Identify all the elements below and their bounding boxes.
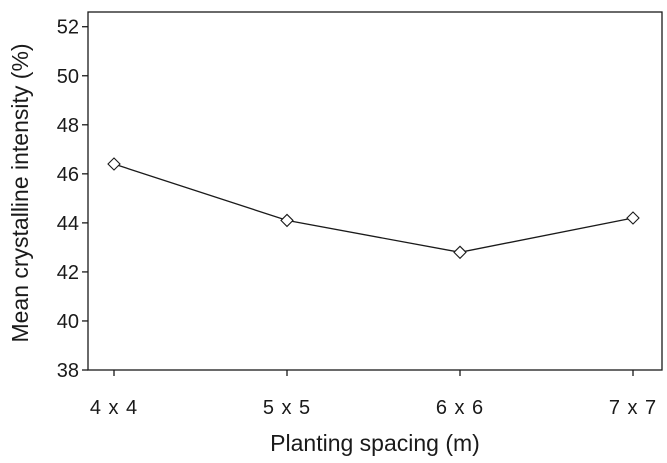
x-tick-label: 5 x 5 <box>263 397 311 419</box>
series-layer <box>107 157 640 260</box>
y-tick-label: 44 <box>57 213 79 235</box>
x-axis-title: Planting spacing (m) <box>270 430 480 456</box>
y-axis-ticks: 38 40 42 44 46 48 50 52 <box>57 17 88 382</box>
data-point-marker <box>453 245 467 260</box>
y-tick-label: 40 <box>57 311 79 333</box>
x-tick-label: 6 x 6 <box>436 397 484 419</box>
data-point-marker <box>280 213 294 228</box>
y-tick-label: 38 <box>57 360 79 382</box>
x-tick-label: 4 x 4 <box>90 397 138 419</box>
plot-frame <box>87 11 663 371</box>
y-tick-label: 52 <box>57 17 79 39</box>
data-point-marker <box>626 211 640 225</box>
y-axis-title: Mean crystalline intensity (%) <box>7 43 33 342</box>
y-tick-label: 46 <box>57 164 79 186</box>
y-tick-label: 50 <box>57 66 79 88</box>
x-axis-ticks: 4 x 4 5 x 5 6 x 6 7 x 7 <box>90 370 657 419</box>
y-tick-label: 48 <box>57 115 79 137</box>
y-tick-label: 42 <box>57 262 79 284</box>
data-point-marker <box>107 157 121 171</box>
x-tick-label: 7 x 7 <box>609 397 657 419</box>
series-line <box>113 163 634 253</box>
